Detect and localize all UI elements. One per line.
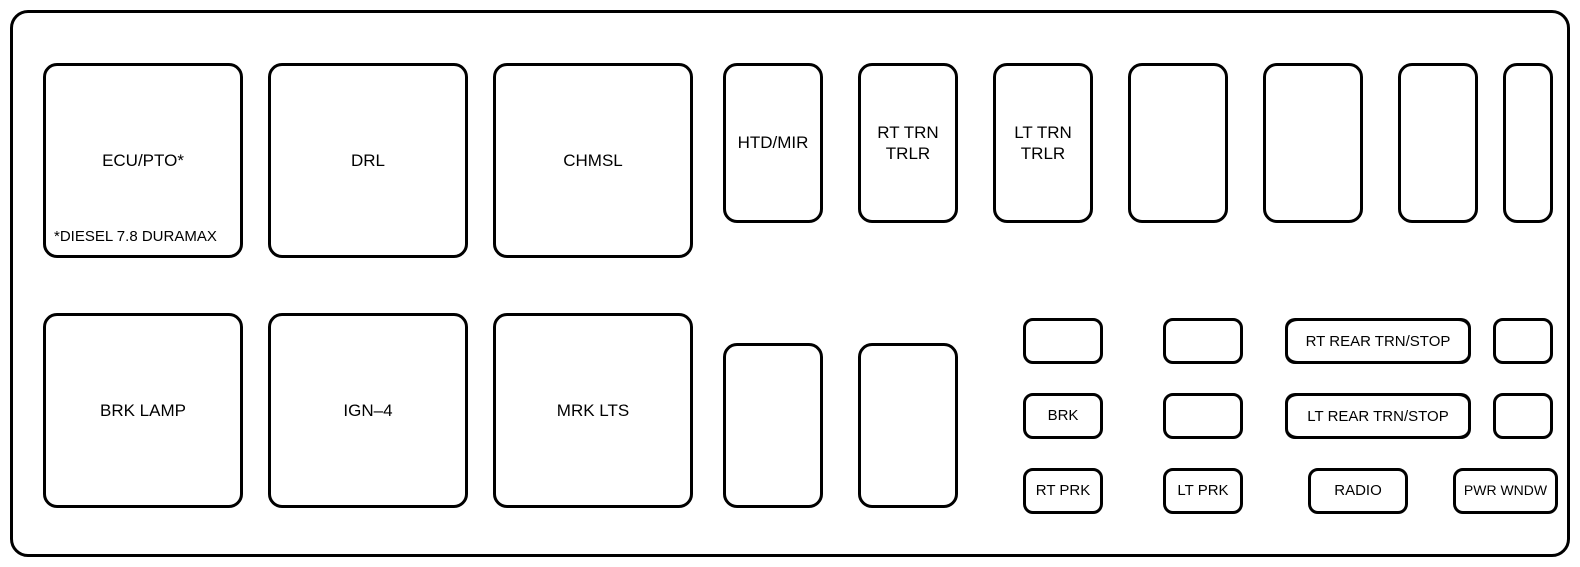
fuse-ign-4: IGN–4 [268, 313, 468, 508]
fuse-ecu-pto: ECU/PTO* *DIESEL 7.8 DURAMAX [43, 63, 243, 258]
fuse-mrk-lts: MRK LTS [493, 313, 693, 508]
small-fuse-rt-prk: RT PRK [1023, 468, 1103, 514]
fuse-label: CHMSL [563, 150, 623, 171]
small-fuse-rt-rear-trn-stop: RT REAR TRN/STOP [1288, 318, 1468, 364]
fuse-label: RADIO [1334, 482, 1382, 501]
fuse-label: PWR WNDW [1464, 482, 1547, 500]
fuse-label: HTD/MIR [738, 132, 809, 153]
fuse-label: BRK LAMP [100, 400, 186, 421]
fuse-box-panel: ECU/PTO* *DIESEL 7.8 DURAMAX DRL CHMSL H… [10, 10, 1570, 557]
fuse-label: DRL [351, 150, 385, 171]
small-fuse-brk: BRK [1023, 393, 1103, 439]
small-fuse-r1c1 [1023, 318, 1103, 364]
fuse-label: RT TRN TRLR [877, 122, 938, 165]
fuse-label: IGN–4 [343, 400, 392, 421]
small-fuse-r1c4 [1493, 318, 1553, 364]
fuse-brk-lamp: BRK LAMP [43, 313, 243, 508]
small-fuse-lt-rear-trn-stop: LT REAR TRN/STOP [1288, 393, 1468, 439]
fuse-label: LT TRN TRLR [1014, 122, 1072, 165]
fuse-label: LT PRK [1177, 482, 1228, 501]
fuse-blank-top-4 [1128, 63, 1228, 223]
small-fuse-lt-prk: LT PRK [1163, 468, 1243, 514]
small-fuse-pwr-wndw: PWR WNDW [1453, 468, 1558, 514]
fuse-blank-top-5 [1263, 63, 1363, 223]
fuse-label: RT REAR TRN/STOP [1306, 333, 1451, 350]
fuse-label: LT REAR TRN/STOP [1307, 408, 1448, 425]
fuse-lt-trn-trlr: LT TRN TRLR [993, 63, 1093, 223]
small-fuse-radio: RADIO [1308, 468, 1408, 514]
fuse-label: MRK LTS [557, 400, 629, 421]
fuse-sublabel: *DIESEL 7.8 DURAMAX [54, 228, 232, 247]
small-fuse-r2c2 [1163, 393, 1243, 439]
fuse-rt-trn-trlr: RT TRN TRLR [858, 63, 958, 223]
fuse-blank-bot-2 [858, 343, 958, 508]
fuse-chmsl: CHMSL [493, 63, 693, 258]
fuse-label: BRK [1048, 407, 1079, 426]
fuse-label: ECU/PTO* [102, 150, 184, 171]
small-fuse-r1c2 [1163, 318, 1243, 364]
fuse-drl: DRL [268, 63, 468, 258]
fuse-blank-top-6 [1398, 63, 1478, 223]
small-fuse-r2c4 [1493, 393, 1553, 439]
fuse-blank-bot-1 [723, 343, 823, 508]
fuse-label: RT PRK [1036, 482, 1090, 501]
fuse-htd-mir: HTD/MIR [723, 63, 823, 223]
fuse-blank-top-7 [1503, 63, 1553, 223]
